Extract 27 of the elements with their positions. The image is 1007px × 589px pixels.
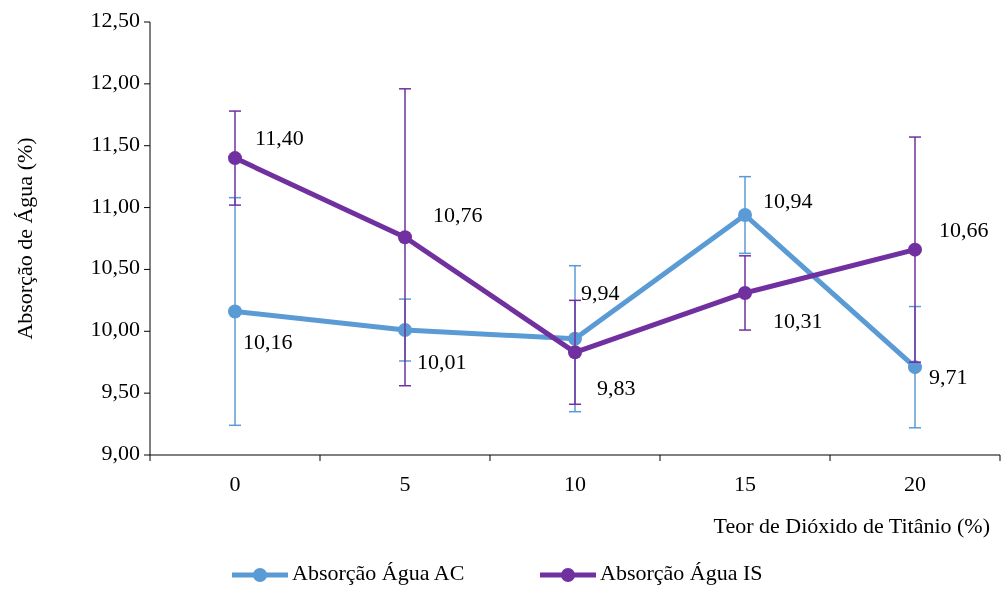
data-label: 10,94 — [763, 188, 813, 214]
x-axis-title: Teor de Dióxido de Titânio (%) — [713, 513, 990, 538]
y-axis-title: Absorção de Água (%) — [12, 137, 37, 340]
data-label: 10,66 — [939, 216, 989, 242]
x-tick-label: 20 — [904, 471, 926, 496]
legend-label: Absorção Água IS — [600, 560, 763, 586]
data-label: 10,01 — [417, 349, 467, 375]
y-tick-label: 11,50 — [91, 130, 140, 156]
x-tick-label: 0 — [229, 471, 241, 496]
data-label: 9,71 — [929, 364, 968, 390]
data-label: 9,94 — [581, 279, 620, 305]
y-tick-label: 9,50 — [101, 378, 140, 404]
data-label: 9,83 — [597, 375, 636, 401]
y-tick-label: 10,00 — [90, 316, 140, 342]
data-label: 10,31 — [773, 307, 823, 333]
x-tick-label: 10 — [564, 471, 586, 496]
y-tick-label: 11,00 — [91, 192, 140, 218]
legend-label: Absorção Água AC — [292, 560, 465, 586]
y-tick-label: 10,50 — [90, 254, 140, 280]
y-tick-label: 9,00 — [101, 440, 140, 466]
y-tick-label: 12,50 — [90, 7, 140, 33]
x-tick-label: 15 — [734, 471, 756, 496]
data-label: 11,40 — [255, 125, 304, 151]
data-label: 10,76 — [433, 202, 483, 228]
y-tick-label: 12,00 — [90, 68, 140, 94]
x-tick-label: 5 — [399, 471, 411, 496]
data-label: 10,16 — [243, 328, 293, 354]
